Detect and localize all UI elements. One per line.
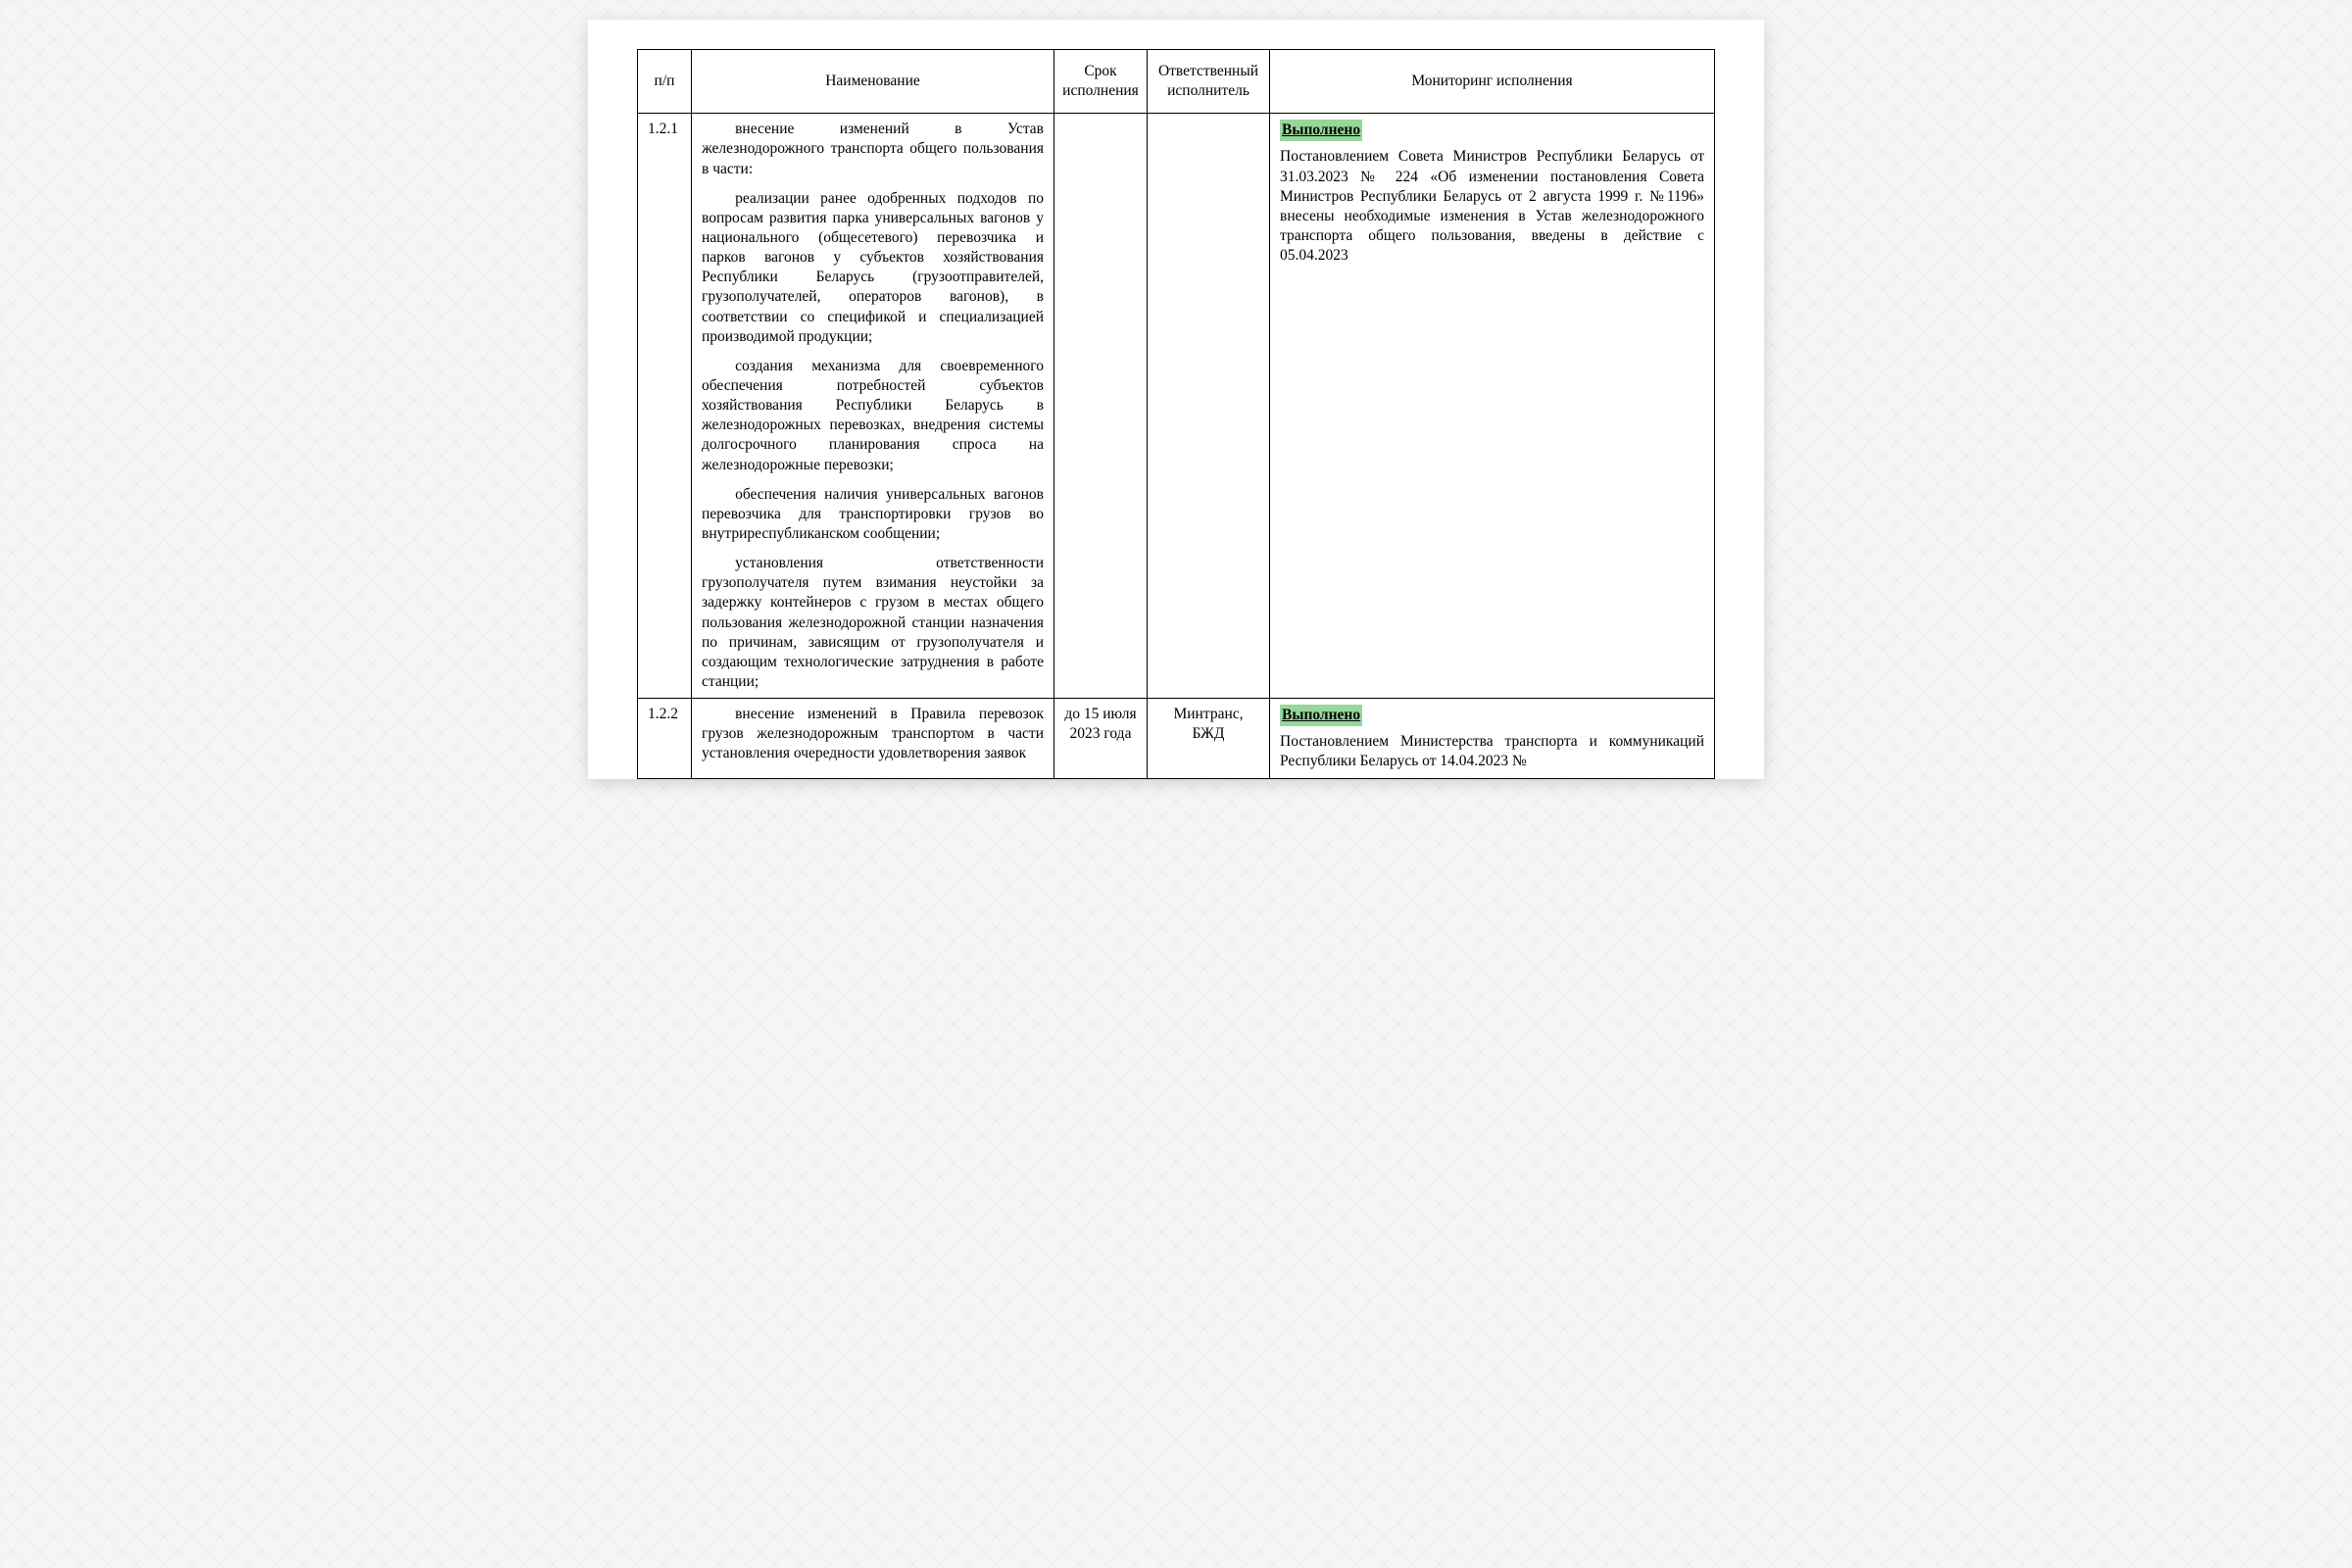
cell-resp: Минтранс, БЖД [1148,699,1270,778]
name-paragraph: установления ответственности грузополуча… [702,554,1044,692]
cell-resp [1148,114,1270,699]
document-page: п/п Наименование Срок исполнения Ответст… [588,20,1764,779]
cell-name: внесение изменений в Правила перевозок г… [692,699,1054,778]
name-paragraph: внесение изменений в Правила перевозок г… [702,705,1044,763]
name-paragraph: обеспечения наличия универсальных вагоно… [702,485,1044,544]
cell-name: внесение изменений в Устав железнодорожн… [692,114,1054,699]
table-row: 1.2.1 внесение изменений в Устав железно… [638,114,1715,699]
header-name: Наименование [692,50,1054,114]
name-paragraph: внесение изменений в Устав железнодорожн… [702,120,1044,178]
cell-num: 1.2.1 [638,114,692,699]
table-row: 1.2.2 внесение изменений в Правила перев… [638,699,1715,778]
name-paragraph: реализации ранее одобренных подходов по … [702,189,1044,347]
header-num: п/п [638,50,692,114]
name-paragraph: создания механизма для своевременного об… [702,357,1044,475]
monitoring-text: Постановлением Министерства транспорта и… [1280,732,1704,771]
status-badge: Выполнено [1280,705,1362,726]
header-term: Срок исполнения [1054,50,1148,114]
cell-term [1054,114,1148,699]
status-badge: Выполнено [1280,120,1362,141]
cell-term: до 15 июля 2023 года [1054,699,1148,778]
header-mon: Мониторинг исполнения [1270,50,1715,114]
cell-monitoring: Выполнено Постановлением Министерства тр… [1270,699,1715,778]
cell-monitoring: Выполнено Постановлением Совета Министро… [1270,114,1715,699]
monitoring-text: Постановлением Совета Министров Республи… [1280,147,1704,266]
table-header-row: п/п Наименование Срок исполнения Ответст… [638,50,1715,114]
cell-num: 1.2.2 [638,699,692,778]
main-table: п/п Наименование Срок исполнения Ответст… [637,49,1715,779]
header-resp: Ответственный исполнитель [1148,50,1270,114]
